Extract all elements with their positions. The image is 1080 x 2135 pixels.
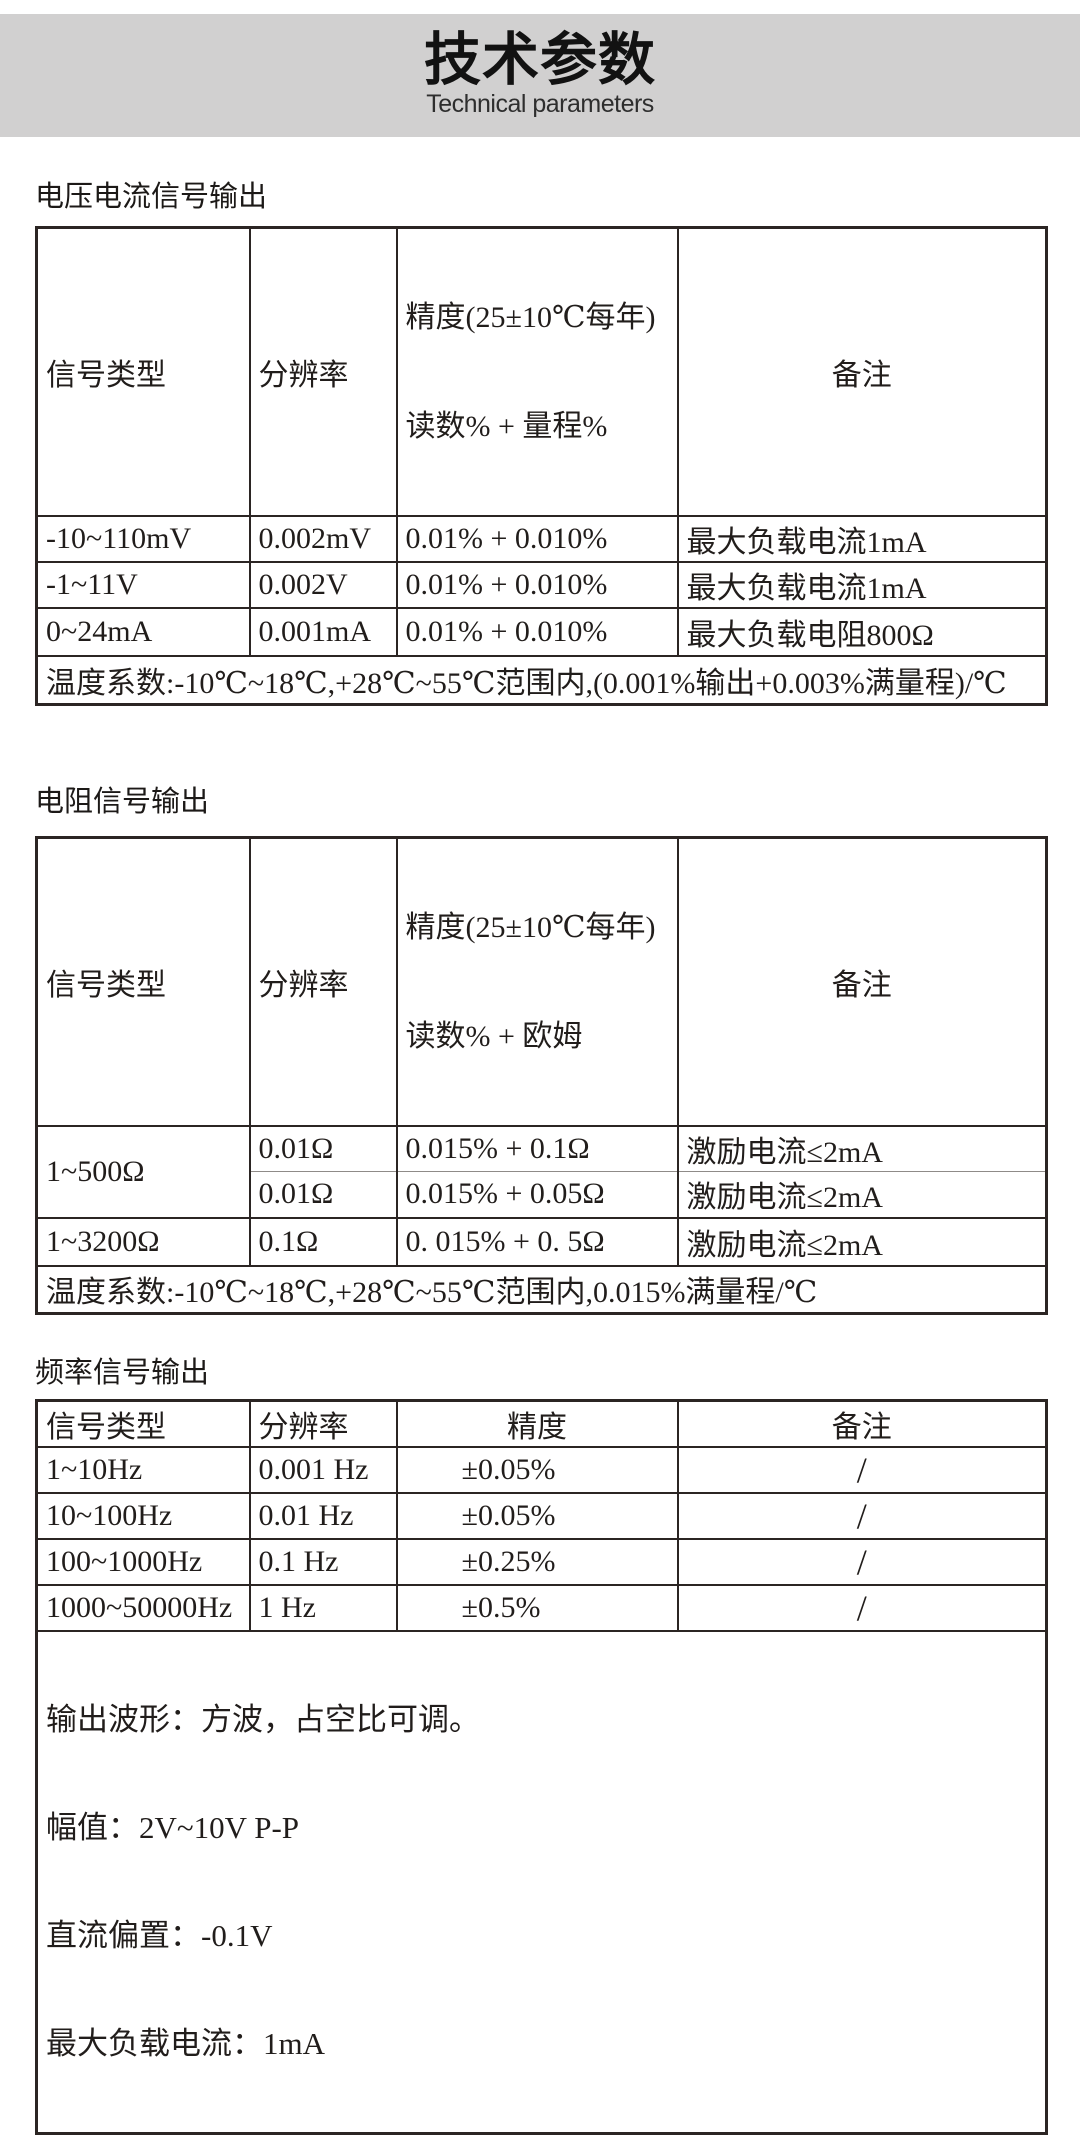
- accuracy-header-line2: 读数% + 量程%: [405, 410, 608, 443]
- table-row: 1000~50000Hz 1 Hz ±0.5% /: [35, 1584, 1048, 1632]
- output-waveform-line: 输出波形：方波，占空比可调。: [46, 1702, 480, 1737]
- section-label-resistance: 电阻信号输出: [35, 785, 210, 818]
- cell-note: 激励电流≤2mA: [676, 1171, 1048, 1219]
- cell-accuracy: 0.01% + 0.010%: [395, 607, 679, 657]
- cell-signal-type: 1~3200Ω: [35, 1216, 251, 1267]
- amplitude-line: 幅值：2V~10V P-P: [46, 1810, 300, 1845]
- cell-note: 最大负载电阻800Ω: [676, 607, 1048, 657]
- max-load-current-line: 最大负载电流：1mA: [46, 2026, 325, 2061]
- cell-resolution: 0.1Ω: [248, 1216, 398, 1267]
- table-row: 10~100Hz 0.01 Hz ±0.05% /: [35, 1492, 1048, 1540]
- col-header-resolution: 分辨率: [248, 1399, 398, 1448]
- col-header-note: 备注: [676, 226, 1048, 517]
- temperature-coefficient-note: 温度系数:-10℃~18℃,+28℃~55℃范围内,0.015%满量程/℃: [35, 1264, 1048, 1315]
- table-header-row: 信号类型 分辨率 精度(25±10℃每年) 读数% + 欧姆 备注: [35, 836, 1048, 1127]
- cell-resolution: 0.002mV: [248, 515, 398, 563]
- table-footer-row: 温度系数:-10℃~18℃,+28℃~55℃范围内,0.015%满量程/℃: [35, 1264, 1048, 1315]
- cell-resolution: 0.001mA: [248, 607, 398, 657]
- cell-note: /: [676, 1446, 1048, 1494]
- col-header-accuracy: 精度: [395, 1399, 679, 1448]
- col-header-signal-type: 信号类型: [35, 1399, 251, 1448]
- col-header-accuracy: 精度(25±10℃每年) 读数% + 欧姆: [395, 836, 679, 1127]
- cell-accuracy: 0. 015% + 0. 5Ω: [395, 1216, 679, 1267]
- accuracy-header-line1: 精度(25±10℃每年): [405, 910, 656, 944]
- cell-signal-type: -1~11V: [35, 561, 251, 609]
- accuracy-header-line1: 精度(25±10℃每年): [405, 301, 656, 334]
- section-label-voltage-current: 电压电流信号输出: [35, 181, 268, 213]
- cell-signal-type: 100~1000Hz: [35, 1538, 251, 1586]
- col-header-signal-type: 信号类型: [35, 836, 251, 1127]
- table-row: 1~3200Ω 0.1Ω 0. 015% + 0. 5Ω 激励电流≤2mA: [35, 1216, 1048, 1267]
- cell-accuracy: ±0.5%: [395, 1584, 679, 1632]
- table-row: 0~24mA 0.001mA 0.01% + 0.010% 最大负载电阻800Ω: [35, 607, 1048, 657]
- cell-signal-type: 1~500Ω: [35, 1124, 251, 1219]
- cell-note: 最大负载电流1mA: [676, 515, 1048, 563]
- cell-note: 最大负载电流1mA: [676, 561, 1048, 609]
- frequency-table: 信号类型 分辨率 精度 备注 1~10Hz 0.001 Hz ±0.05% / …: [35, 1399, 1048, 2135]
- cell-resolution: 0.1 Hz: [248, 1538, 398, 1586]
- frequency-output-notes: 输出波形：方波，占空比可调。 幅值：2V~10V P-P 直流偏置：-0.1V …: [35, 1630, 1048, 2135]
- table-footer-row: 温度系数:-10℃~18℃,+28℃~55℃范围内,(0.001%输出+0.00…: [35, 655, 1048, 705]
- cell-resolution: 0.001 Hz: [248, 1446, 398, 1494]
- table-footer-row: 输出波形：方波，占空比可调。 幅值：2V~10V P-P 直流偏置：-0.1V …: [35, 1630, 1048, 2135]
- page-content: 电压电流信号输出 信号类型 分辨率 精度(25±10℃每年) 读数% + 量程%…: [35, 181, 1048, 2135]
- cell-signal-type: 10~100Hz: [35, 1492, 251, 1540]
- section-label-frequency: 频率信号输出: [35, 1357, 210, 1389]
- cell-note: /: [676, 1538, 1048, 1586]
- table-row: 100~1000Hz 0.1 Hz ±0.25% /: [35, 1538, 1048, 1586]
- col-header-note: 备注: [676, 836, 1048, 1127]
- cell-signal-type: 0~24mA: [35, 607, 251, 657]
- cell-signal-type: 1~10Hz: [35, 1446, 251, 1494]
- cell-accuracy: ±0.05%: [395, 1492, 679, 1540]
- cell-note: /: [676, 1584, 1048, 1632]
- cell-accuracy: 0.01% + 0.010%: [395, 561, 679, 609]
- cell-resolution: 0.01Ω: [248, 1171, 398, 1219]
- cell-signal-type: 1000~50000Hz: [35, 1584, 251, 1632]
- table-header-row: 信号类型 分辨率 精度(25±10℃每年) 读数% + 量程% 备注: [35, 226, 1048, 517]
- cell-accuracy: ±0.25%: [395, 1538, 679, 1586]
- dc-offset-line: 直流偏置：-0.1V: [46, 1918, 273, 1953]
- accuracy-header-line2: 读数% + 欧姆: [405, 1019, 583, 1053]
- cell-note: 激励电流≤2mA: [676, 1124, 1048, 1172]
- cell-resolution: 1 Hz: [248, 1584, 398, 1632]
- cell-accuracy: ±0.05%: [395, 1446, 679, 1494]
- cell-accuracy: 0.015% + 0.05Ω: [395, 1171, 679, 1219]
- col-header-resolution: 分辨率: [248, 226, 398, 517]
- cell-note: 激励电流≤2mA: [676, 1216, 1048, 1267]
- cell-accuracy: 0.015% + 0.1Ω: [395, 1124, 679, 1172]
- table-row: 0.01Ω 0.015% + 0.05Ω 激励电流≤2mA: [37, 1171, 1048, 1219]
- page-subtitle: Technical parameters: [426, 90, 654, 118]
- cell-signal-type: -10~110mV: [35, 515, 251, 563]
- page-header-band: 技术参数 Technical parameters: [0, 14, 1080, 137]
- col-header-signal-type: 信号类型: [35, 226, 251, 517]
- cell-resolution: 0.01Ω: [248, 1124, 398, 1172]
- table-row: -10~110mV 0.002mV 0.01% + 0.010% 最大负载电流1…: [35, 515, 1048, 563]
- temperature-coefficient-note: 温度系数:-10℃~18℃,+28℃~55℃范围内,(0.001%输出+0.00…: [35, 655, 1048, 705]
- table-row: 1~500Ω 0.01Ω 0.015% + 0.1Ω 激励电流≤2mA: [35, 1124, 1048, 1219]
- page-title: 技术参数: [424, 28, 656, 92]
- table-row: 1~10Hz 0.001 Hz ±0.05% /: [35, 1446, 1048, 1494]
- cell-note: /: [676, 1492, 1048, 1540]
- col-header-accuracy: 精度(25±10℃每年) 读数% + 量程%: [395, 226, 679, 517]
- voltage-current-table: 信号类型 分辨率 精度(25±10℃每年) 读数% + 量程% 备注 -10~1…: [35, 226, 1048, 706]
- cell-resolution: 0.002V: [248, 561, 398, 609]
- cell-accuracy: 0.01% + 0.010%: [395, 515, 679, 563]
- col-header-note: 备注: [676, 1399, 1048, 1448]
- table-header-row: 信号类型 分辨率 精度 备注: [35, 1399, 1048, 1448]
- table-row: -1~11V 0.002V 0.01% + 0.010% 最大负载电流1mA: [35, 561, 1048, 609]
- col-header-resolution: 分辨率: [248, 836, 398, 1127]
- resistance-table: 信号类型 分辨率 精度(25±10℃每年) 读数% + 欧姆 备注 1~500Ω…: [35, 835, 1048, 1315]
- cell-resolution: 0.01 Hz: [248, 1492, 398, 1540]
